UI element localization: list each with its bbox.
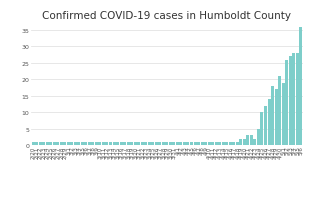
Bar <box>165 142 168 145</box>
Bar <box>285 60 288 145</box>
Bar <box>180 142 182 145</box>
Title: Confirmed COVID-19 cases in Humboldt County: Confirmed COVID-19 cases in Humboldt Cou… <box>42 11 291 21</box>
Bar <box>271 86 274 145</box>
Bar <box>299 27 302 145</box>
Bar <box>109 142 112 145</box>
Bar <box>112 142 116 145</box>
Bar <box>193 142 197 145</box>
Bar <box>229 142 232 145</box>
Bar <box>253 139 256 145</box>
Bar <box>53 142 56 145</box>
Bar <box>239 139 242 145</box>
Bar <box>141 142 144 145</box>
Bar <box>208 142 211 145</box>
Bar <box>35 142 38 145</box>
Bar <box>49 142 52 145</box>
Bar <box>74 142 77 145</box>
Bar <box>243 139 246 145</box>
Bar <box>42 142 45 145</box>
Bar <box>183 142 186 145</box>
Bar <box>32 142 35 145</box>
Bar <box>264 106 267 145</box>
Bar <box>225 142 228 145</box>
Bar <box>169 142 172 145</box>
Bar <box>105 142 108 145</box>
Bar <box>187 142 189 145</box>
Bar <box>134 142 137 145</box>
Bar <box>278 77 281 145</box>
Bar <box>84 142 87 145</box>
Bar <box>257 129 260 145</box>
Bar <box>56 142 59 145</box>
Bar <box>130 142 133 145</box>
Bar <box>144 142 147 145</box>
Bar <box>222 142 225 145</box>
Bar <box>102 142 105 145</box>
Bar <box>296 54 299 145</box>
Bar <box>148 142 151 145</box>
Bar <box>260 113 264 145</box>
Bar <box>88 142 91 145</box>
Bar <box>162 142 165 145</box>
Bar <box>218 142 221 145</box>
Bar <box>172 142 176 145</box>
Bar <box>151 142 154 145</box>
Bar <box>289 57 292 145</box>
Bar <box>91 142 94 145</box>
Bar <box>246 136 249 145</box>
Bar <box>95 142 98 145</box>
Bar <box>81 142 84 145</box>
Bar <box>67 142 70 145</box>
Bar <box>215 142 218 145</box>
Bar <box>232 142 235 145</box>
Bar <box>39 142 41 145</box>
Bar <box>190 142 193 145</box>
Bar <box>204 142 207 145</box>
Bar <box>77 142 80 145</box>
Bar <box>155 142 158 145</box>
Bar <box>292 54 295 145</box>
Bar <box>268 100 270 145</box>
Bar <box>63 142 66 145</box>
Bar <box>120 142 123 145</box>
Bar <box>236 142 239 145</box>
Bar <box>137 142 140 145</box>
Bar <box>275 90 277 145</box>
Bar <box>99 142 101 145</box>
Bar <box>60 142 63 145</box>
Bar <box>123 142 126 145</box>
Bar <box>46 142 49 145</box>
Bar <box>197 142 200 145</box>
Bar <box>281 83 285 145</box>
Bar <box>211 142 214 145</box>
Bar <box>250 136 253 145</box>
Bar <box>201 142 204 145</box>
Bar <box>158 142 161 145</box>
Bar <box>127 142 129 145</box>
Bar <box>70 142 73 145</box>
Bar <box>116 142 119 145</box>
Bar <box>176 142 179 145</box>
